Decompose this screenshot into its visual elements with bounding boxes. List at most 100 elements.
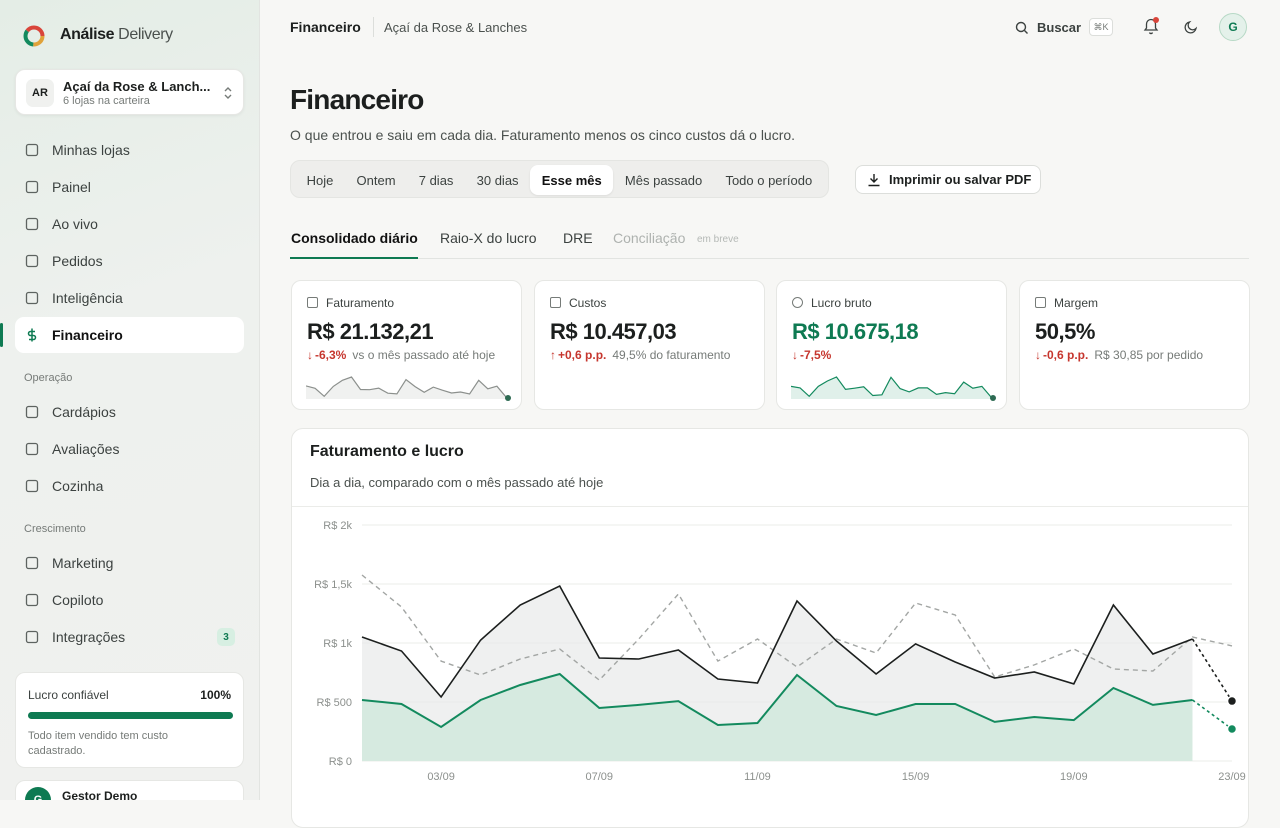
y-tick-label: R$ 1,5k bbox=[314, 579, 352, 591]
nav-label: Financeiro bbox=[52, 327, 123, 343]
nav-item[interactable]: Financeiro bbox=[0, 317, 244, 353]
nav-label: Inteligência bbox=[52, 290, 123, 306]
sparkline-line bbox=[306, 376, 507, 398]
kpi-delta: +0,6 p.p. bbox=[558, 348, 607, 362]
period[interactable]: Ontem bbox=[356, 172, 396, 188]
soon-tag: em breve bbox=[697, 234, 739, 245]
badge: 3 bbox=[217, 628, 235, 646]
tab[interactable]: Consolidado diário bbox=[291, 230, 418, 246]
x-tick-label: 19/09 bbox=[1060, 771, 1088, 783]
trust-track bbox=[28, 712, 233, 719]
nav-item[interactable]: Ao vivo bbox=[15, 206, 244, 242]
bell[interactable] bbox=[1141, 16, 1161, 36]
sidebar: Análise Delivery AR Açaí da Rose & Lanch… bbox=[0, 0, 260, 800]
tab[interactable]: Raio-X do lucro bbox=[440, 230, 537, 246]
kpi-arrow: ↓ bbox=[307, 348, 313, 362]
x-tick-label: 03/09 bbox=[427, 771, 455, 783]
nav-item[interactable]: Painel bbox=[15, 169, 244, 205]
nav-item[interactable]: Cozinha bbox=[15, 468, 244, 504]
nav-item[interactable]: Cardápios bbox=[15, 394, 244, 430]
nav-label: Copiloto bbox=[52, 592, 104, 608]
kpi-delta: -6,3% bbox=[315, 348, 347, 362]
store-initials: AR bbox=[26, 79, 54, 107]
user-avatar: G bbox=[25, 787, 51, 800]
end-dot bbox=[1226, 695, 1238, 707]
nav-item[interactable]: Avaliações bbox=[15, 431, 244, 467]
kpi-note: vs o mês passado até hoje bbox=[352, 348, 496, 362]
nav-icon bbox=[25, 180, 39, 194]
trust-card: Lucro confiável 100% Todo item vendido t… bbox=[15, 672, 244, 768]
breadcrumb-section: Financeiro bbox=[290, 19, 361, 35]
print-label: Imprimir ou salvar PDF bbox=[889, 172, 1032, 187]
chart-card: Faturamento e lucro Dia a dia, comparado… bbox=[291, 428, 1249, 828]
area bbox=[362, 674, 1193, 761]
nav-icon bbox=[25, 217, 39, 231]
kpi-icon bbox=[550, 297, 561, 308]
chevron bbox=[224, 87, 232, 99]
kpi-note: R$ 30,85 por pedido bbox=[1094, 348, 1204, 362]
print-button[interactable]: Imprimir ou salvar PDF bbox=[855, 165, 1041, 194]
store-switcher[interactable]: AR Açaí da Rose & Lanch... 6 lojas na ca… bbox=[15, 69, 244, 115]
user-name: Gestor Demo bbox=[62, 789, 138, 800]
nav-icon bbox=[25, 405, 39, 419]
tab: Conciliação bbox=[613, 230, 686, 246]
sparkline-area bbox=[306, 377, 506, 399]
sparkline-area bbox=[791, 377, 991, 399]
kpi-icon bbox=[307, 297, 318, 308]
period-selector: Hoje Ontem 7 dias 30 dias Esse mês Mês passad… bbox=[290, 160, 829, 198]
period[interactable]: Hoje bbox=[306, 172, 334, 188]
nav-icon bbox=[25, 291, 39, 305]
period[interactable]: Esse mês bbox=[530, 165, 614, 195]
nav-item[interactable]: Minhas lojas bbox=[15, 132, 244, 168]
nav-item[interactable]: Integrações 3 bbox=[15, 619, 244, 655]
line-projection bbox=[1192, 699, 1233, 730]
nav-item[interactable]: Marketing bbox=[15, 545, 244, 581]
search[interactable]: Buscar bbox=[1037, 20, 1082, 35]
download-icon bbox=[868, 174, 880, 187]
nav-item[interactable]: Inteligência bbox=[15, 280, 244, 316]
sparkline bbox=[306, 376, 511, 401]
kpi-label: Faturamento bbox=[326, 296, 395, 310]
user-card[interactable]: G Gestor Demo bbox=[15, 780, 244, 800]
nav-icon bbox=[25, 143, 39, 157]
section-title: Operação bbox=[24, 372, 73, 384]
period[interactable]: Mês passado bbox=[624, 172, 703, 188]
active-indicator bbox=[0, 323, 3, 347]
period[interactable]: Todo o período bbox=[725, 172, 813, 188]
chart-title: Faturamento e lucro bbox=[310, 443, 464, 460]
nav-icon bbox=[25, 442, 39, 456]
kpi-icon bbox=[792, 297, 803, 308]
kpi-label: Custos bbox=[569, 296, 607, 310]
nav-icon bbox=[27, 328, 37, 342]
sparkline-line bbox=[791, 376, 992, 398]
x-tick-label: 15/09 bbox=[902, 771, 930, 783]
nav-item[interactable]: Pedidos bbox=[15, 243, 244, 279]
theme-toggle[interactable] bbox=[1183, 19, 1199, 35]
trust-label: Lucro confiável bbox=[28, 688, 109, 702]
sparkline-dot bbox=[505, 395, 511, 401]
nav-label: Ao vivo bbox=[52, 216, 98, 232]
nav-icon bbox=[25, 630, 39, 644]
x-tick-label: 23/09 bbox=[1218, 771, 1246, 783]
period[interactable]: 7 dias bbox=[418, 172, 454, 188]
nav-icon bbox=[25, 254, 39, 268]
nav-label: Avaliações bbox=[52, 441, 120, 457]
kpi-delta-row: ↑ +0,6 p.p. 49,5% do faturamento bbox=[550, 348, 730, 362]
kpi-card: Margem 50,5% ↓ -0,6 p.p. R$ 30,85 por pedido bbox=[1019, 280, 1250, 410]
divider bbox=[292, 506, 1248, 507]
line bbox=[361, 574, 1233, 682]
avatar[interactable]: G bbox=[1219, 13, 1247, 41]
breadcrumb-store: Açaí da Rose & Lanches bbox=[384, 20, 528, 35]
tab[interactable]: DRE bbox=[563, 230, 593, 246]
shortcut: ⌘K bbox=[1089, 18, 1113, 36]
period[interactable]: 30 dias bbox=[476, 172, 519, 188]
nav-label: Minhas lojas bbox=[52, 142, 130, 158]
nav-item[interactable]: Copiloto bbox=[15, 582, 244, 618]
kpi-arrow: ↓ bbox=[1035, 348, 1041, 362]
store-name: Açaí da Rose & Lanch... bbox=[63, 79, 211, 94]
end-dot bbox=[1226, 723, 1238, 735]
kpi-label: Margem bbox=[1054, 296, 1099, 310]
y-tick-label: R$ 1k bbox=[323, 638, 352, 650]
nav-label: Pedidos bbox=[52, 253, 103, 269]
brand-name: Análise bbox=[60, 26, 115, 43]
